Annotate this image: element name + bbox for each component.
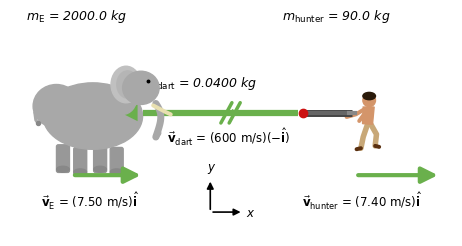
Ellipse shape xyxy=(33,85,79,128)
Ellipse shape xyxy=(43,83,143,149)
Text: $y$: $y$ xyxy=(207,162,217,176)
Text: $\vec{\mathbf{v}}_{\mathrm{E}}$ = (7.50 m/s)$\hat{\mathbf{i}}$: $\vec{\mathbf{v}}_{\mathrm{E}}$ = (7.50 … xyxy=(41,191,139,212)
FancyBboxPatch shape xyxy=(56,145,69,172)
Ellipse shape xyxy=(123,71,159,105)
Ellipse shape xyxy=(110,169,123,175)
Ellipse shape xyxy=(109,81,137,114)
Ellipse shape xyxy=(111,66,141,103)
Text: $\vec{\mathbf{v}}_{\mathrm{dart}}$ = (600 m/s)($-\hat{\mathbf{i}}$): $\vec{\mathbf{v}}_{\mathrm{dart}}$ = (60… xyxy=(166,127,290,148)
Text: $m_{\mathrm{dart}}$ = 0.0400 kg: $m_{\mathrm{dart}}$ = 0.0400 kg xyxy=(145,75,258,92)
Circle shape xyxy=(363,94,376,107)
Ellipse shape xyxy=(74,169,86,175)
FancyBboxPatch shape xyxy=(94,145,107,172)
Text: $x$: $x$ xyxy=(246,207,255,220)
Ellipse shape xyxy=(94,166,106,172)
Ellipse shape xyxy=(117,71,139,98)
Ellipse shape xyxy=(363,92,376,100)
FancyBboxPatch shape xyxy=(110,147,123,175)
Polygon shape xyxy=(363,107,374,124)
Text: $m_{\mathrm{hunter}}$ = 90.0 kg: $m_{\mathrm{hunter}}$ = 90.0 kg xyxy=(282,8,390,25)
Text: $m_{\mathrm{E}}$ = 2000.0 kg: $m_{\mathrm{E}}$ = 2000.0 kg xyxy=(26,8,127,25)
Text: $\vec{\mathbf{v}}_{\mathrm{hunter}}$ = (7.40 m/s)$\hat{\mathbf{i}}$: $\vec{\mathbf{v}}_{\mathrm{hunter}}$ = (… xyxy=(303,191,422,212)
FancyBboxPatch shape xyxy=(74,147,87,175)
Ellipse shape xyxy=(57,166,69,172)
